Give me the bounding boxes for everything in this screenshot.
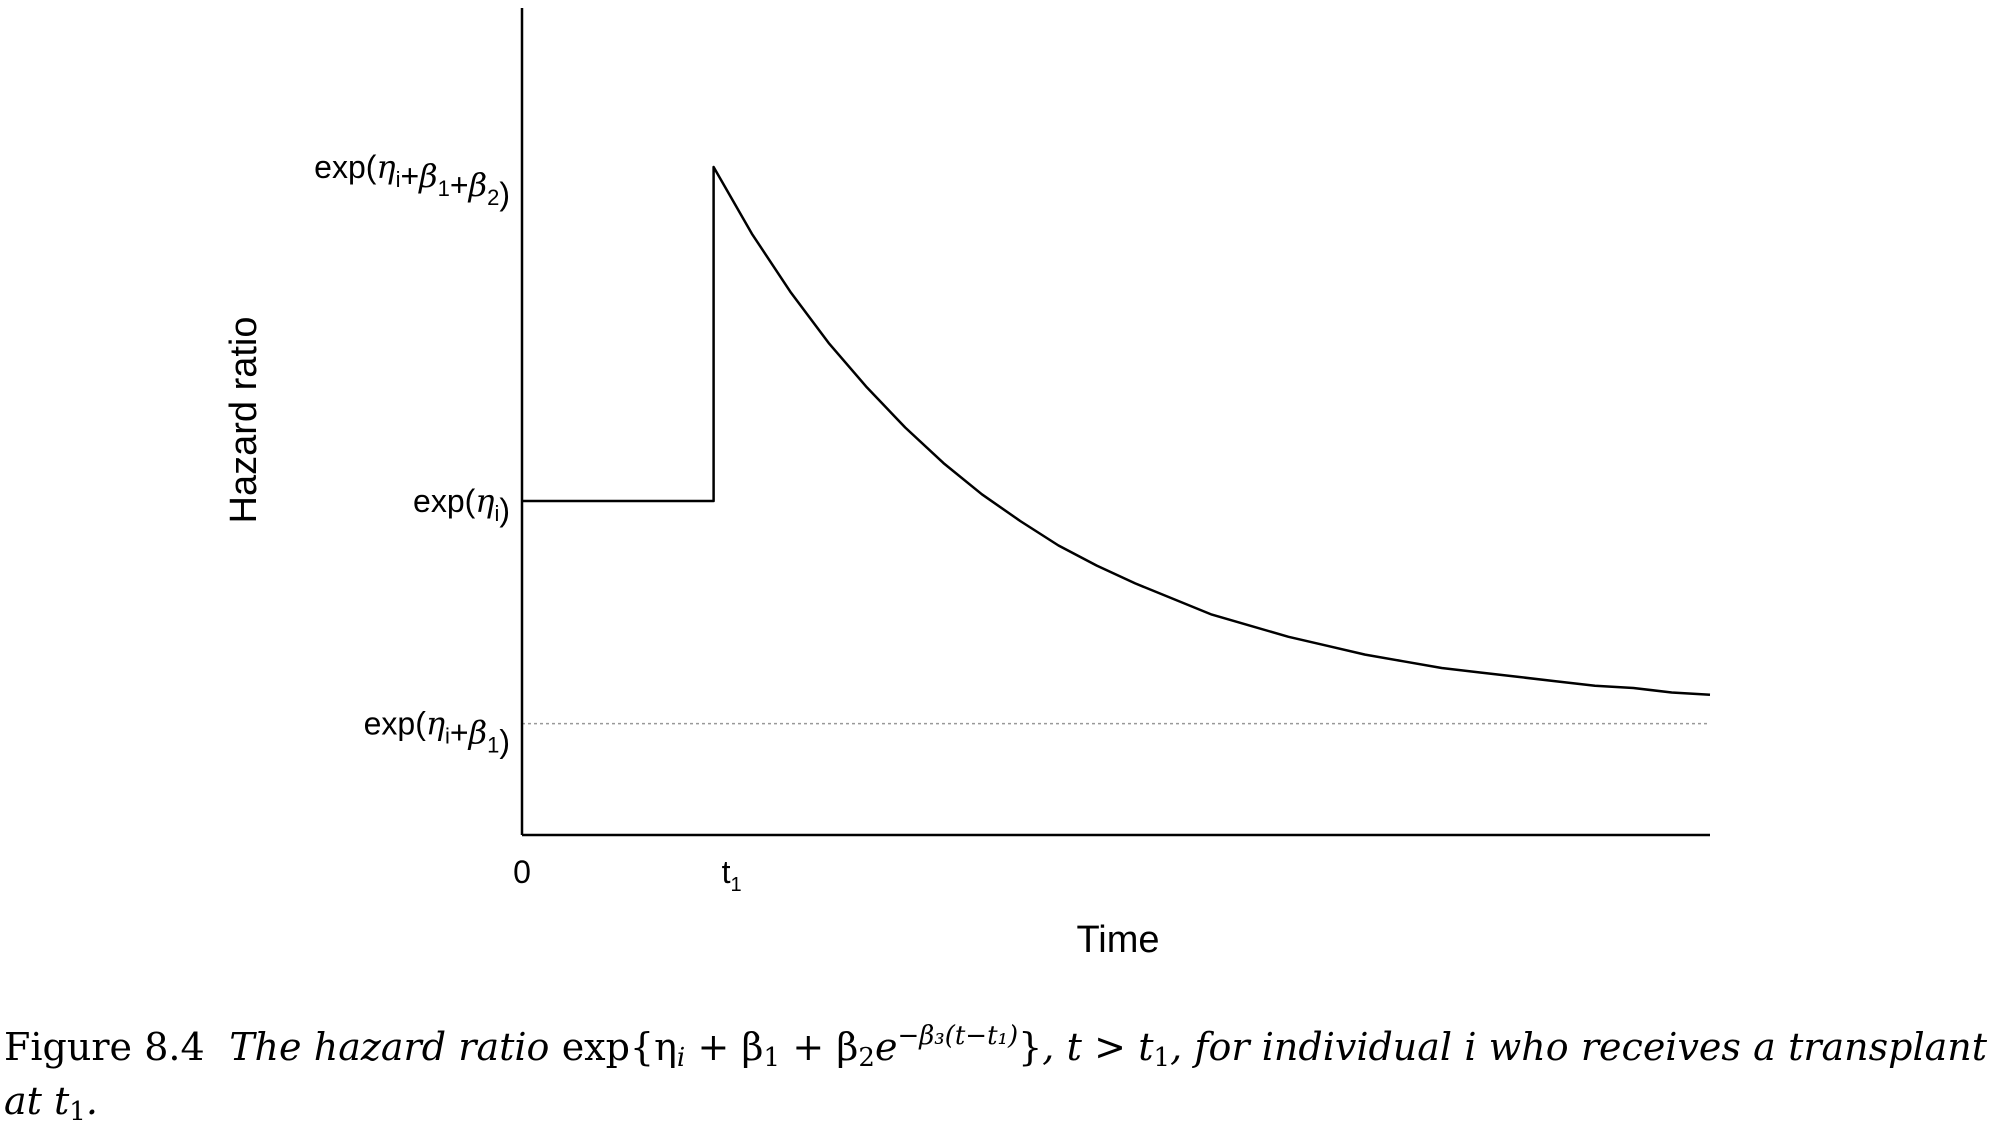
y-axis-title: Hazard ratio <box>223 317 265 524</box>
x-tick-labels: 0 t1 <box>513 854 742 896</box>
caption-text-before: The hazard ratio <box>229 1025 550 1069</box>
caption-formula: exp{ηi + β1 + β2e−β₃(t−t₁)} <box>561 1021 1043 1073</box>
plot-area <box>522 165 1711 725</box>
figure-caption: Figure 8.4 The hazard ratio exp{ηi + β1 … <box>4 1020 1987 1128</box>
y-tick-label: exp(ηi) <box>413 482 510 528</box>
y-tick-labels: exp(ηi+β1+β2) exp(ηi) exp(ηi+β1) <box>314 148 510 760</box>
caption-text-after: , t > t1, for individual i who receives … <box>4 1025 1988 1127</box>
y-tick-label: exp(ηi+β1) <box>364 705 510 760</box>
x-tick-label: t1 <box>722 854 742 896</box>
y-tick-label: exp(ηi+β1+β2) <box>314 148 510 212</box>
hazard-ratio-line <box>522 165 1711 696</box>
x-tick-label: 0 <box>513 854 531 890</box>
x-axis-title: Time <box>1076 919 1159 961</box>
caption-figure-label: Figure 8.4 <box>4 1025 205 1069</box>
